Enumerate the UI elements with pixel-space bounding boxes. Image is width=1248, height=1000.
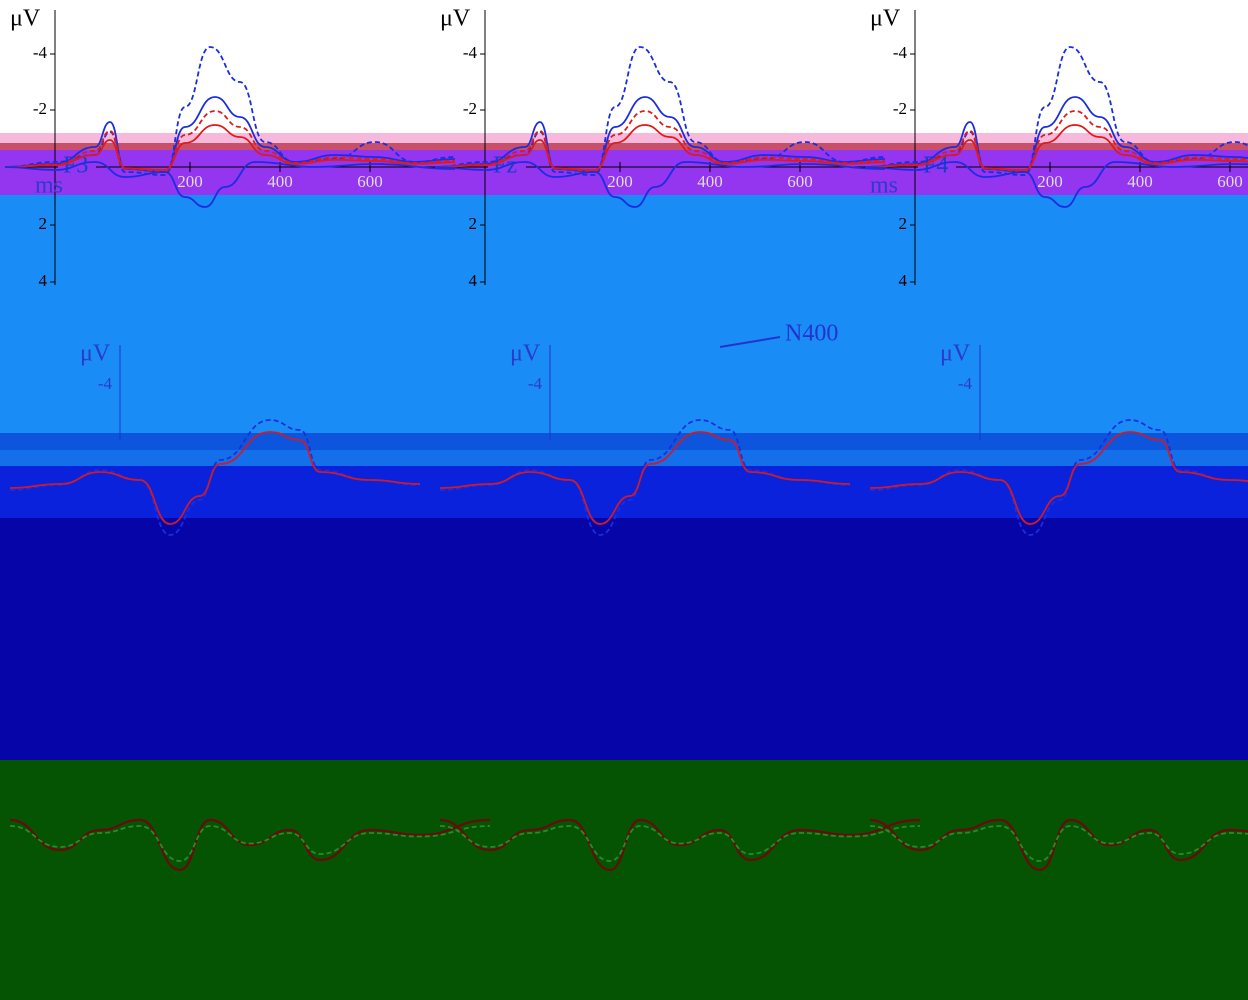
waveform (434, 46, 886, 176)
x-tick-label: 200 (177, 172, 203, 191)
annotation: N400 (785, 321, 838, 347)
y-tick-label: -4 (528, 374, 543, 393)
waveform (4, 46, 456, 176)
x-tick-label: 400 (697, 172, 723, 191)
waveform (439, 818, 921, 872)
y-tick-label: 4 (899, 271, 908, 290)
band-navy (0, 518, 1248, 760)
y-tick-label: 2 (899, 214, 908, 233)
waveform (434, 96, 886, 173)
y-tick-label: 4 (39, 271, 48, 290)
waveform (4, 110, 456, 172)
waveform (434, 110, 886, 172)
band-blue (0, 433, 1248, 450)
waveform (864, 96, 1248, 173)
y-unit: μV (870, 6, 901, 32)
y-tick-label: 2 (469, 214, 478, 233)
band-light-blue (0, 195, 1248, 435)
waveform (9, 825, 491, 862)
waveform (864, 46, 1248, 176)
x-unit: ms (35, 173, 63, 199)
waveform (864, 124, 1248, 171)
x-unit: ms (870, 173, 898, 199)
band-red (0, 143, 1248, 150)
y-tick-label: -4 (958, 374, 973, 393)
x-tick-label: 400 (1127, 172, 1153, 191)
waveform (4, 96, 456, 173)
band-blue-2 (0, 450, 1248, 466)
x-tick-label: 200 (607, 172, 633, 191)
y-tick-label: -4 (893, 43, 908, 62)
waveform (9, 431, 421, 525)
y-tick-label: -2 (33, 99, 47, 118)
waveform (4, 161, 456, 208)
x-tick-label: 400 (267, 172, 293, 191)
x-tick-label: 600 (787, 172, 813, 191)
waveform (439, 825, 921, 862)
waveform (869, 431, 1248, 525)
waveform (864, 161, 1248, 208)
y-tick-label: -4 (463, 43, 478, 62)
waveform (869, 825, 1248, 862)
y-unit: μV (10, 6, 41, 32)
y-unit: μV (510, 341, 541, 367)
x-tick-label: 200 (1037, 172, 1063, 191)
waveform (9, 818, 491, 872)
band-royal (0, 466, 1248, 518)
y-unit: μV (440, 6, 471, 32)
y-tick-label: -4 (98, 374, 113, 393)
y-tick-label: -2 (463, 99, 477, 118)
waveform (864, 110, 1248, 172)
y-unit: μV (80, 341, 111, 367)
waveform (869, 818, 1248, 872)
waveform (439, 431, 851, 525)
annotation-line (719, 336, 781, 348)
waveform (434, 161, 886, 208)
y-tick-label: -2 (893, 99, 907, 118)
x-tick-label: 600 (1217, 172, 1243, 191)
band-green (0, 760, 1248, 1000)
y-tick-label: -4 (33, 43, 48, 62)
x-tick-label: 600 (357, 172, 383, 191)
waveform (439, 419, 851, 536)
waveform (434, 124, 886, 171)
y-tick-label: 2 (39, 214, 48, 233)
waveform (4, 124, 456, 171)
y-tick-label: 4 (469, 271, 478, 290)
waveform (9, 419, 421, 536)
waveform (869, 419, 1248, 536)
band-purple (0, 150, 1248, 195)
y-unit: μV (940, 341, 971, 367)
